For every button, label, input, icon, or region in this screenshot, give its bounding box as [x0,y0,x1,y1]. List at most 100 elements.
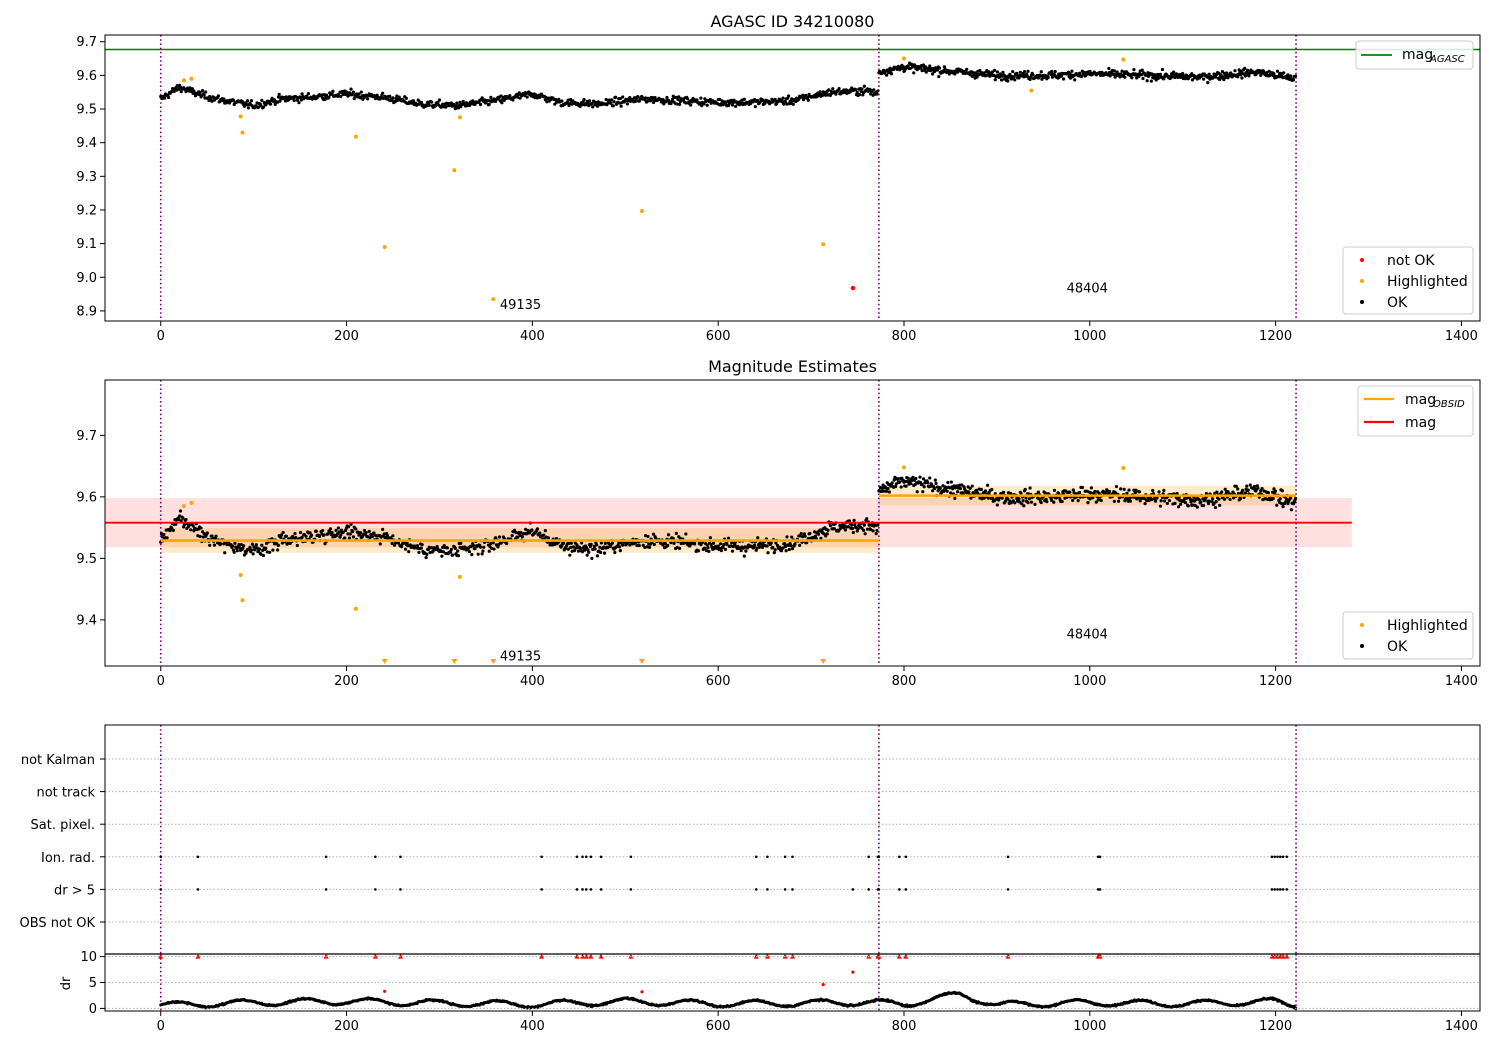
ok-point [359,90,363,94]
ok-point [242,104,247,108]
ok-point [542,533,546,537]
ok-point [760,543,764,547]
ok-point [901,65,905,69]
flag-point [324,855,328,859]
ok-point [868,87,872,91]
flag-point [1281,855,1285,859]
highlighted-point [240,130,245,135]
ok-point [595,104,600,108]
highlighted-point [491,297,496,302]
ok-point [862,523,866,527]
ok-point [223,551,227,555]
ok-point [590,101,594,106]
x-tick-label: 200 [334,329,359,344]
ok-point [448,550,453,554]
ok-point [1114,484,1119,489]
ok-point [892,478,896,482]
ok-point [347,525,351,529]
ok-point [1190,78,1195,82]
ok-point [801,535,805,539]
ok-point [455,101,459,105]
ok-point [580,550,585,554]
ok-point [744,549,748,553]
ok-point [1221,75,1225,79]
ok-point [965,67,969,71]
ok-point [407,550,411,554]
flag-point [754,888,758,891]
y-tick-label: 9.7 [76,35,97,50]
ok-point [603,541,607,545]
ok-point [684,101,688,105]
ok-point [255,546,259,550]
highlighted-point [353,606,358,611]
ok-point [937,66,942,70]
ok-point [699,96,703,100]
ok-point [930,489,935,493]
ok-point [273,102,277,107]
ok-point [653,96,657,100]
ok-point [1247,74,1251,78]
ok-point [1280,501,1284,506]
ok-point [1199,500,1203,504]
ok-point [328,527,333,531]
ok-point [251,552,255,556]
ok-point [198,534,202,539]
ok-point [672,541,676,545]
ok-point [569,541,573,545]
ok-point [706,546,710,550]
ok-point [231,544,235,548]
ok-point [1150,497,1154,502]
ok-point [364,531,368,535]
ok-point [343,536,347,540]
flag-point [629,855,633,859]
ok-point [1241,488,1245,492]
ok-point [1233,69,1237,73]
ok-point [773,548,777,552]
ok-point [516,535,520,539]
ok-point [205,531,209,535]
ok-point [1059,74,1064,78]
dr-clipped-marker [896,954,902,959]
ok-point [808,531,812,536]
ok-point [1202,77,1206,81]
ok-point [1132,68,1136,72]
ok-point [331,89,335,93]
ok-point [814,536,818,540]
ok-point [793,542,797,546]
ok-point [1282,71,1286,75]
ok-point [1275,503,1279,507]
ok-point [295,543,299,548]
ok-point [179,519,183,523]
ok-point [458,100,462,104]
ok-point [381,527,385,531]
ok-point [351,90,356,94]
ok-point [1029,500,1034,504]
highlighted-point [238,114,243,119]
x-tick-label: 600 [706,1019,731,1034]
ok-point [805,95,810,100]
ok-point [591,105,595,109]
flag-point [159,888,163,891]
ok-point [990,496,995,500]
legend-point-swatch [1360,258,1364,262]
ok-point [441,550,446,554]
ok-point [308,531,312,535]
y-axis-label: dr [59,976,74,990]
ok-point [644,96,648,100]
y-tick-label: 9.6 [76,490,97,505]
flag-point [783,888,787,891]
ok-point [1245,68,1250,72]
ok-point [609,101,613,105]
flag-point [581,888,584,891]
ok-point [1000,496,1004,500]
ok-point [1052,500,1056,504]
ok-point [953,496,957,500]
dr-clipped-marker [1280,954,1286,959]
ok-point [1026,69,1030,73]
ok-point [846,525,851,529]
ok-point [233,541,237,545]
ok-point [170,526,174,530]
flag-point [867,888,870,891]
ok-point [698,101,702,105]
ok-point [189,528,193,532]
